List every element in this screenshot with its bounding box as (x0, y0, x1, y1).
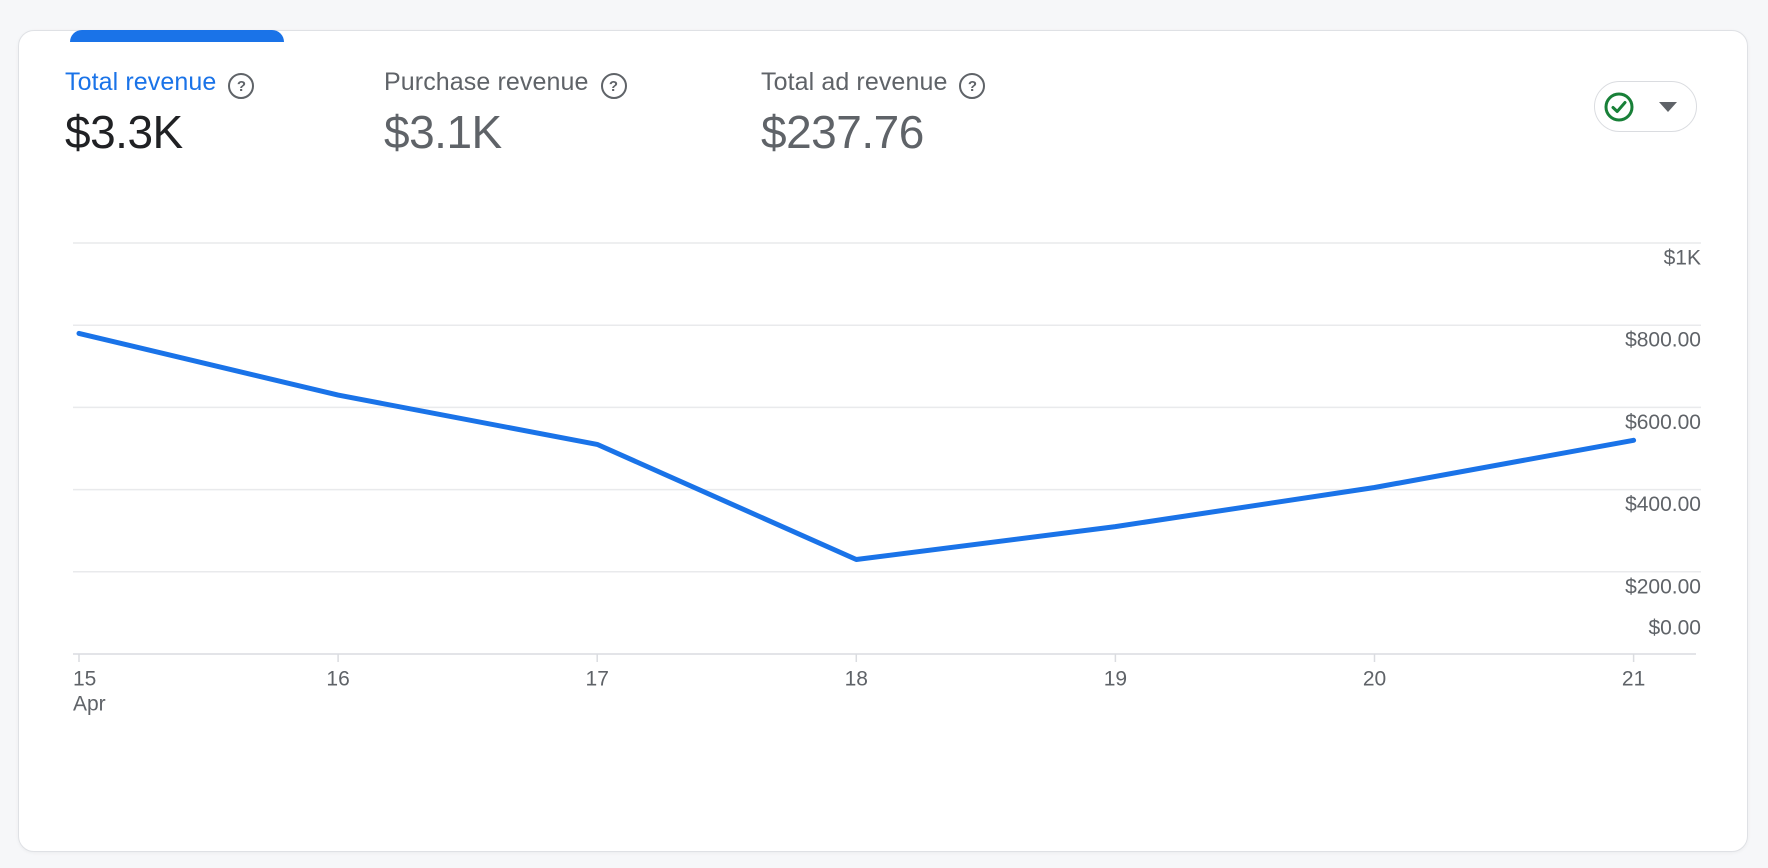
y-axis-label: $600.00 (1625, 411, 1701, 434)
y-axis-label: $1K (1664, 247, 1701, 270)
x-axis-label: 15 (73, 668, 96, 691)
help-icon[interactable]: ? (228, 73, 255, 99)
metric-value: $237.76 (761, 106, 924, 158)
y-axis-label: $800.00 (1625, 329, 1701, 352)
revenue-line (76, 330, 1637, 562)
help-icon[interactable]: ? (959, 73, 986, 99)
metric-label: Purchase revenue (384, 68, 589, 96)
y-axis-label: $200.00 (1625, 575, 1701, 598)
y-axis-label: $400.00 (1625, 493, 1701, 516)
data-quality-button[interactable] (1594, 81, 1697, 132)
metric-value: $3.3K (65, 106, 183, 158)
revenue-line-chart[interactable]: $1K $800.00 $600.00 $400.00 $200.00 $0.00 15 16… (19, 211, 1749, 771)
chevron-down-icon (1659, 101, 1677, 112)
metric-tab-total-revenue[interactable]: Total revenue ? $3.3K (65, 67, 255, 159)
y-axis-label: $0.00 (1648, 617, 1701, 640)
metric-tab-total-ad-revenue[interactable]: Total ad revenue ? $237.76 (761, 67, 986, 159)
metric-label: Total ad revenue (761, 68, 948, 96)
metric-value: $3.1K (384, 106, 502, 158)
help-icon[interactable]: ? (600, 73, 627, 99)
revenue-overview-card: Total revenue ? $3.3K Purchase revenue ?… (18, 30, 1748, 852)
x-axis-label: 16 (326, 668, 349, 691)
metric-label: Total revenue (65, 68, 217, 96)
x-axis-label: 21 (1622, 668, 1645, 691)
x-axis-label: 19 (1104, 668, 1127, 691)
x-axis-label: 18 (845, 668, 868, 691)
x-axis-label: 20 (1363, 668, 1386, 691)
metric-tab-purchase-revenue[interactable]: Purchase revenue ? $3.1K (384, 67, 627, 159)
x-axis-month-label: Apr (73, 693, 106, 716)
check-circle-icon (1604, 92, 1634, 121)
active-tab-indicator (70, 30, 284, 42)
x-axis-label: 17 (586, 668, 609, 691)
